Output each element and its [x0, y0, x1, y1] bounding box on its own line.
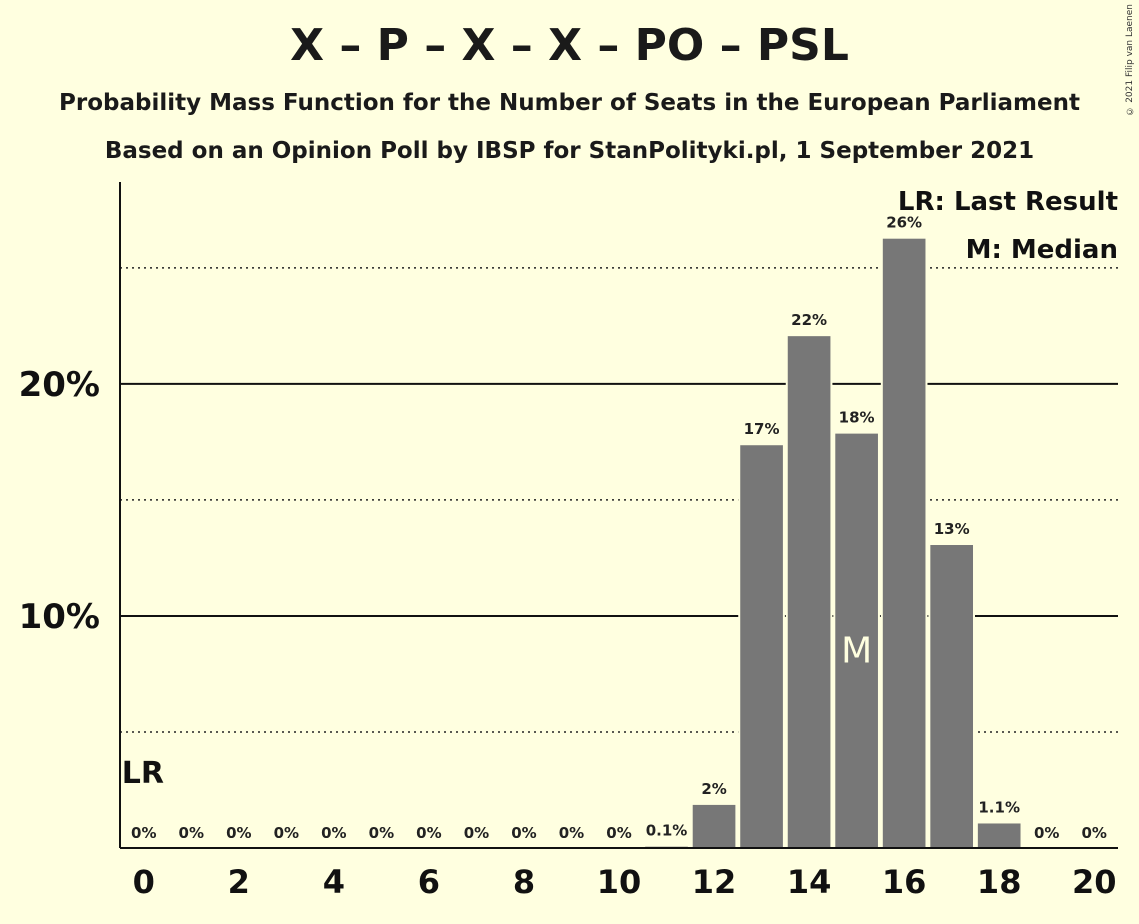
bar-18 [975, 821, 1023, 850]
data-label-8: 0% [511, 824, 536, 842]
x-tick-label-0: 0 [133, 863, 155, 901]
x-tick-label-10: 10 [597, 863, 642, 901]
data-label-1: 0% [179, 824, 204, 842]
last-result-marker: LR [122, 756, 164, 791]
bar-17 [928, 543, 976, 849]
data-label-12: 2% [701, 780, 726, 798]
data-label-5: 0% [369, 824, 394, 842]
y-tick-label-10: 10% [19, 597, 100, 637]
data-label-2: 0% [226, 824, 251, 842]
legend-entry-2: M: Median [966, 235, 1118, 265]
x-tick-label-16: 16 [882, 863, 927, 901]
data-label-18: 1.1% [978, 798, 1020, 816]
data-label-7: 0% [464, 824, 489, 842]
x-tick-label-2: 2 [228, 863, 250, 901]
data-label-15: 18% [839, 409, 875, 427]
data-label-17: 13% [934, 520, 970, 538]
bar-12 [690, 802, 738, 850]
data-label-10: 0% [606, 824, 631, 842]
bar-15 [833, 431, 880, 849]
x-tick-label-18: 18 [977, 863, 1022, 901]
chart-title: X – P – X – X – PO – PSL [290, 20, 849, 71]
data-label-0: 0% [131, 824, 156, 842]
median-marker: M [841, 630, 872, 671]
x-tick-label-20: 20 [1072, 863, 1117, 901]
data-label-19: 0% [1034, 824, 1059, 842]
data-label-16: 26% [886, 214, 922, 232]
bar-16 [880, 236, 928, 850]
chart-subtitle-source: Based on an Opinion Poll by IBSP for Sta… [104, 138, 1035, 164]
data-label-20: 0% [1082, 824, 1107, 842]
x-tick-label-12: 12 [692, 863, 737, 901]
x-tick-label-8: 8 [513, 863, 535, 901]
bar-13 [738, 443, 785, 849]
x-tick-label-6: 6 [418, 863, 440, 901]
bar-14 [785, 334, 833, 849]
x-tick-label-14: 14 [787, 863, 832, 901]
data-label-9: 0% [559, 824, 584, 842]
y-tick-label-20: 20% [19, 365, 100, 405]
data-label-14: 22% [791, 311, 827, 329]
data-label-6: 0% [416, 824, 441, 842]
data-label-13: 17% [744, 420, 780, 438]
data-label-11: 0.1% [646, 822, 688, 840]
x-tick-label-4: 4 [323, 863, 345, 901]
chart-subtitle: Probability Mass Function for the Number… [59, 90, 1080, 116]
legend-entry-1: LR: Last Result [898, 187, 1118, 217]
data-label-4: 0% [321, 824, 346, 842]
data-label-3: 0% [274, 824, 299, 842]
